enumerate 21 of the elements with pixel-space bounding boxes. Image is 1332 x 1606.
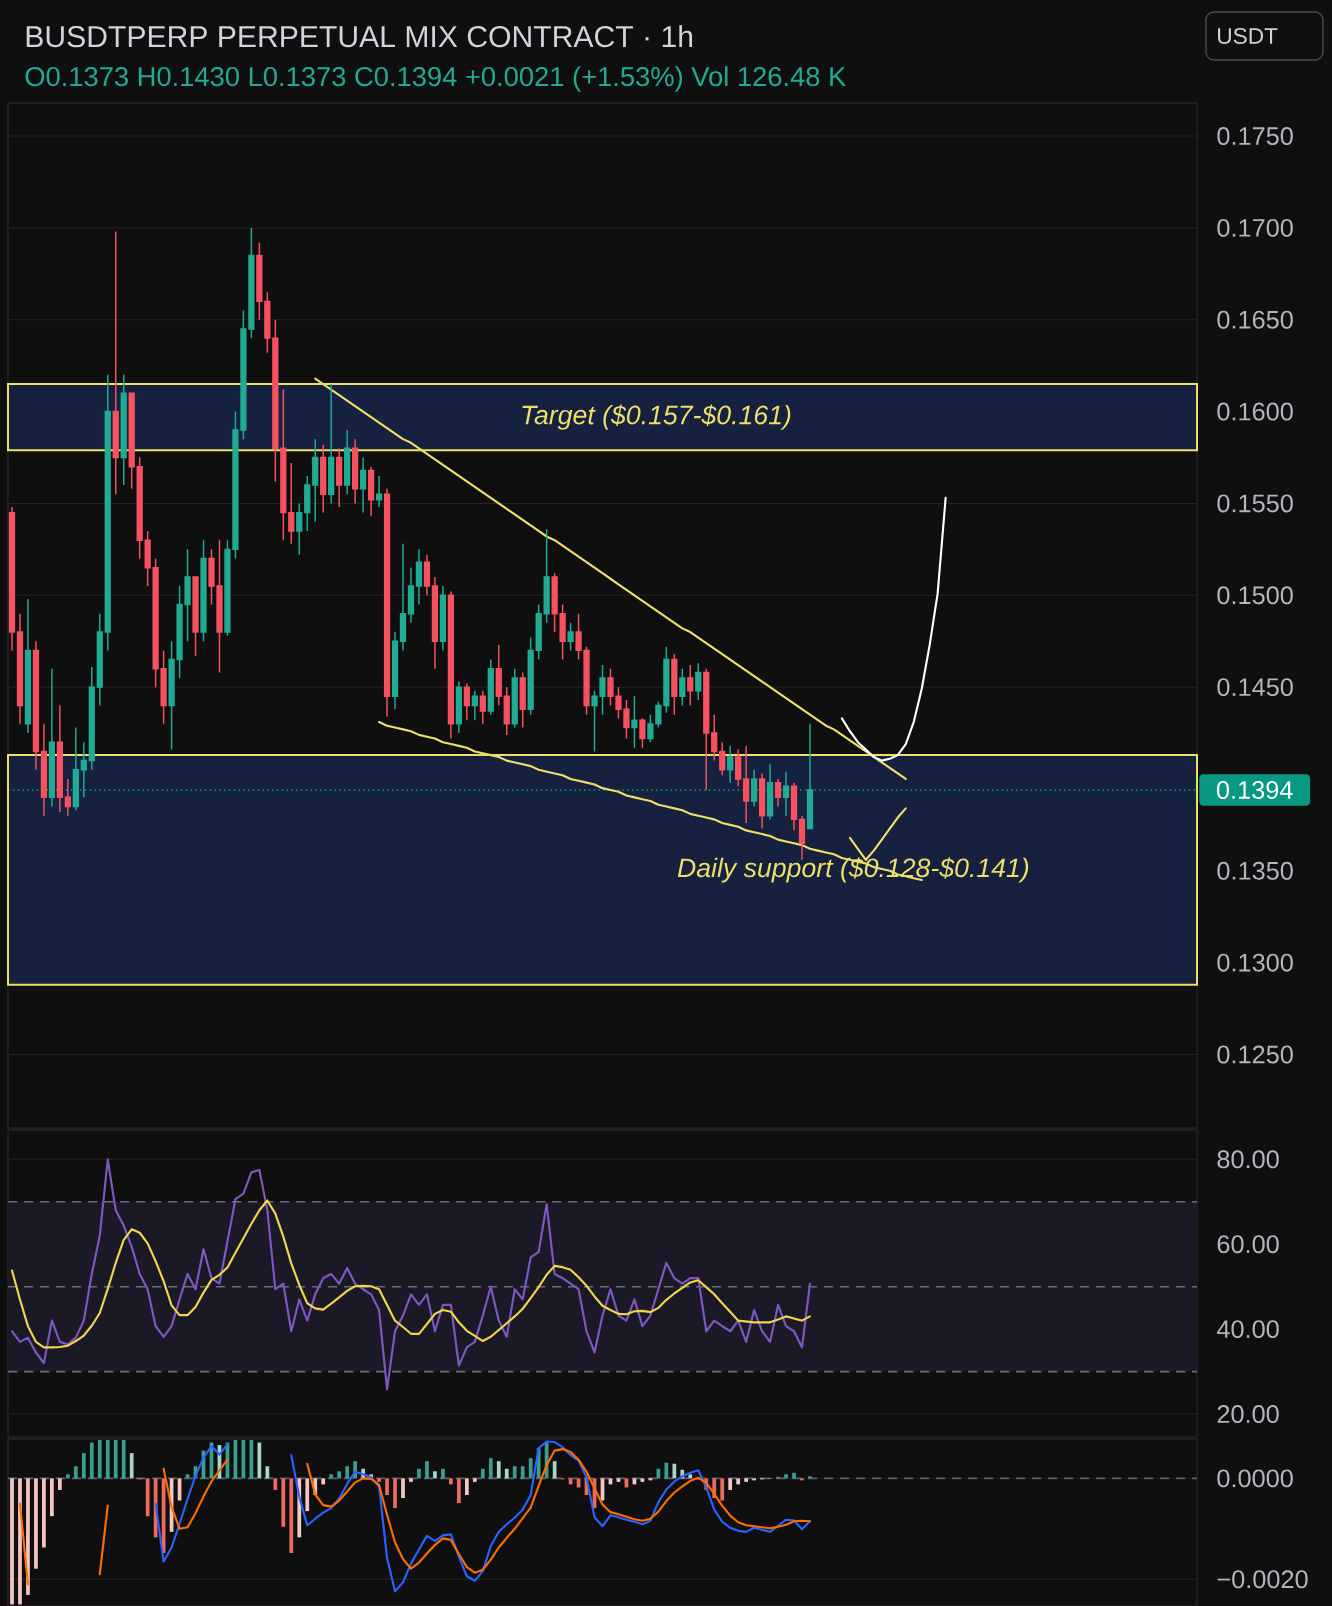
- y-tick-label: 0.1550: [1217, 494, 1293, 513]
- y-tick-label: 0.0000: [1217, 1469, 1293, 1488]
- y-tick-label: 0.1300: [1217, 953, 1293, 972]
- y-tick-label: 0.1450: [1217, 678, 1293, 697]
- band-label: Target ($0.157-$0.161): [522, 404, 791, 430]
- chart-subtitle: O0.1373 H0.1430 L0.1373 C0.1394 +0.0021 (+1.53%) Vol 126.48 K: [25, 66, 846, 92]
- y-tick-label: −0.0020: [1217, 1570, 1308, 1589]
- y-tick-label: 0.1700: [1217, 218, 1293, 237]
- y-tick-label: 0.1650: [1217, 310, 1293, 329]
- y-tick-label: 0.1500: [1217, 586, 1293, 605]
- y-tick-label: 60.00: [1217, 1235, 1279, 1254]
- y-tick-label: 80.00: [1217, 1150, 1279, 1169]
- y-tick-label: 40.00: [1216, 1320, 1279, 1339]
- ref-line-label: 0.1394: [1216, 781, 1293, 799]
- y-tick-label: 0.1250: [1217, 1045, 1293, 1064]
- y-tick-label: 0.1600: [1217, 402, 1293, 421]
- chart-title: BUSDTPERP PERPETUAL MIX CONTRACT · 1h: [26, 25, 693, 48]
- y-tick-label: 0.1350: [1217, 861, 1293, 880]
- y-tick-label: 0.1750: [1217, 127, 1293, 146]
- text: USDT: [1218, 27, 1278, 45]
- y-tick-label: 20.00: [1217, 1405, 1279, 1424]
